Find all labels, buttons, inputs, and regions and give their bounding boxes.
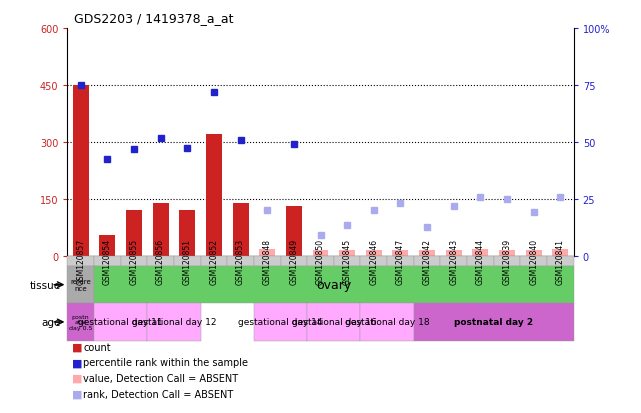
Text: count: count xyxy=(83,342,111,352)
Text: GSM120847: GSM120847 xyxy=(396,238,405,284)
Text: GSM120842: GSM120842 xyxy=(422,238,431,284)
Text: GSM120840: GSM120840 xyxy=(529,238,538,284)
Text: GSM120856: GSM120856 xyxy=(156,238,165,284)
Text: GSM120846: GSM120846 xyxy=(369,238,378,284)
Bar xyxy=(179,211,196,256)
Text: GSM120841: GSM120841 xyxy=(556,238,565,284)
Bar xyxy=(339,250,355,256)
Bar xyxy=(233,203,249,256)
Bar xyxy=(419,250,435,256)
Text: ■: ■ xyxy=(72,389,82,399)
Bar xyxy=(206,135,222,256)
Bar xyxy=(526,250,542,256)
Text: GSM120848: GSM120848 xyxy=(263,238,272,284)
Text: ■: ■ xyxy=(72,358,82,368)
Text: GSM120853: GSM120853 xyxy=(236,238,245,284)
Text: postnatal day 2: postnatal day 2 xyxy=(454,318,533,327)
Text: GSM120849: GSM120849 xyxy=(289,238,298,284)
Text: gestational day 11: gestational day 11 xyxy=(78,318,163,327)
Text: GSM120857: GSM120857 xyxy=(76,238,85,284)
Text: GDS2203 / 1419378_a_at: GDS2203 / 1419378_a_at xyxy=(74,12,233,25)
Text: GSM120855: GSM120855 xyxy=(129,238,138,284)
Bar xyxy=(259,249,275,256)
Text: ■: ■ xyxy=(72,342,82,352)
Bar xyxy=(445,250,462,256)
Text: value, Detection Call = ABSENT: value, Detection Call = ABSENT xyxy=(83,373,238,383)
Text: gestational day 14: gestational day 14 xyxy=(238,318,323,327)
Text: ■: ■ xyxy=(72,373,82,383)
Bar xyxy=(366,250,382,256)
Bar xyxy=(499,250,515,256)
Text: gestational day 16: gestational day 16 xyxy=(292,318,376,327)
Bar xyxy=(553,249,569,256)
Text: postn
atal
day 0.5: postn atal day 0.5 xyxy=(69,314,92,330)
Text: rank, Detection Call = ABSENT: rank, Detection Call = ABSENT xyxy=(83,389,233,399)
Text: gestational day 12: gestational day 12 xyxy=(131,318,216,327)
Text: GSM120839: GSM120839 xyxy=(503,238,512,284)
Bar xyxy=(153,203,169,256)
Text: tissue: tissue xyxy=(29,280,61,290)
Text: GSM120843: GSM120843 xyxy=(449,238,458,284)
Bar xyxy=(126,211,142,256)
Bar xyxy=(99,235,115,256)
Bar xyxy=(286,207,302,256)
Text: refere
nce: refere nce xyxy=(71,278,91,292)
Bar xyxy=(313,250,328,256)
Bar xyxy=(72,85,88,256)
Text: percentile rank within the sample: percentile rank within the sample xyxy=(83,358,248,368)
Text: GSM120852: GSM120852 xyxy=(210,238,219,284)
Text: GSM120850: GSM120850 xyxy=(316,238,325,284)
Text: ovary: ovary xyxy=(316,278,351,292)
Text: GSM120844: GSM120844 xyxy=(476,238,485,284)
Text: GSM120851: GSM120851 xyxy=(183,238,192,284)
Text: GSM120845: GSM120845 xyxy=(343,238,352,284)
Text: GSM120854: GSM120854 xyxy=(103,238,112,284)
Bar xyxy=(392,250,408,256)
Text: gestational day 18: gestational day 18 xyxy=(345,318,429,327)
Text: age: age xyxy=(42,317,61,327)
Bar xyxy=(472,249,488,256)
